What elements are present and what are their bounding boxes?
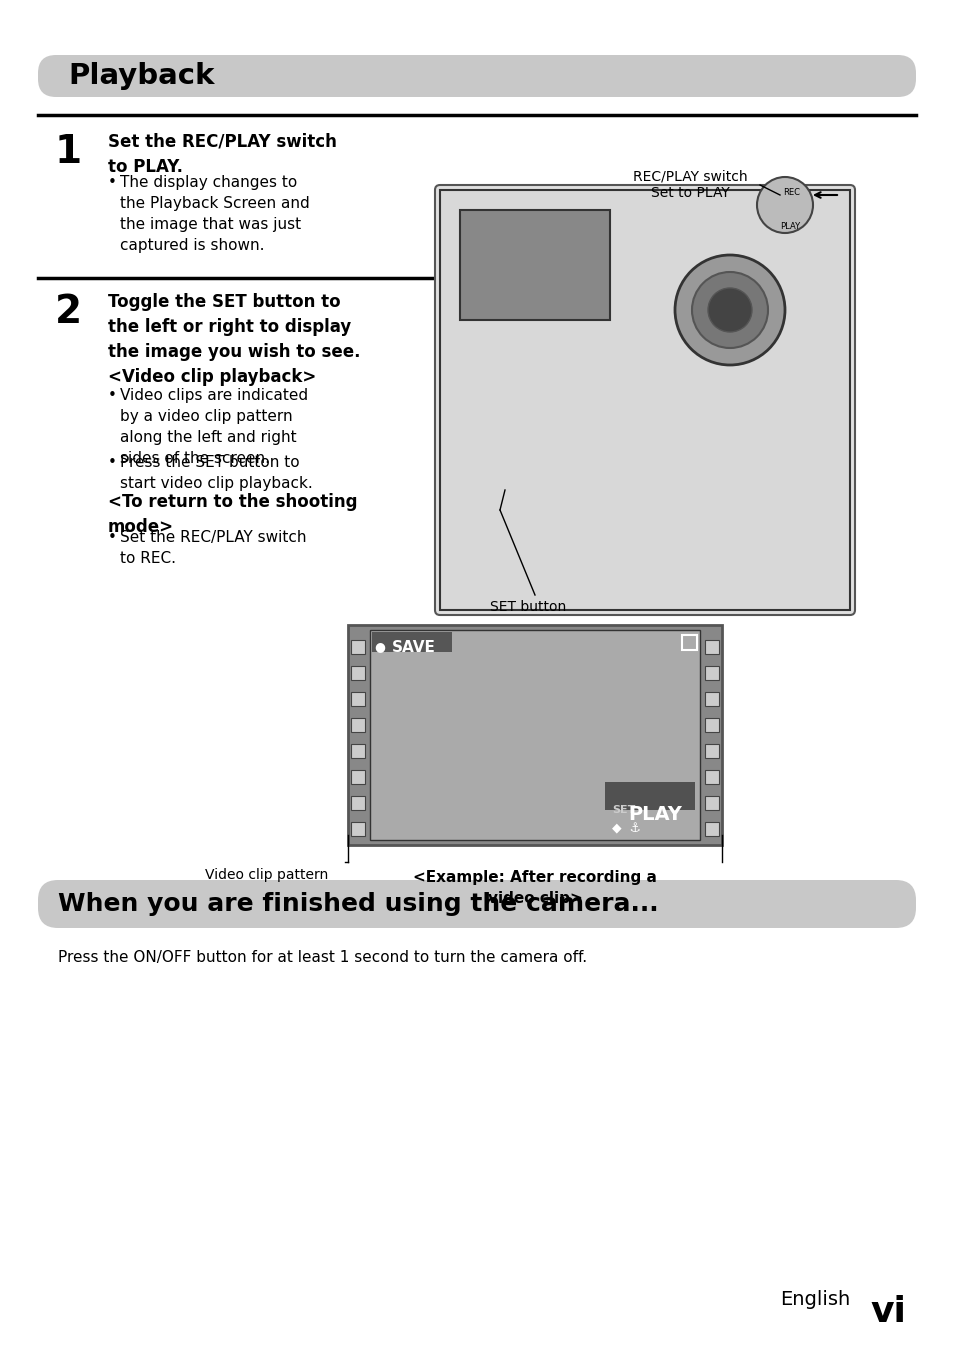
Text: SET button: SET button <box>490 600 566 615</box>
Text: Video clips are indicated
by a video clip pattern
along the left and right
sides: Video clips are indicated by a video cli… <box>120 387 308 465</box>
Bar <box>351 822 365 837</box>
Bar <box>348 625 721 845</box>
Bar <box>351 640 365 654</box>
Bar <box>704 718 719 732</box>
Text: Playback: Playback <box>68 62 214 90</box>
Text: SAVE: SAVE <box>392 640 436 655</box>
Text: When you are finished using the camera...: When you are finished using the camera..… <box>58 892 658 916</box>
Text: Press the ON/OFF button for at least 1 second to turn the camera off.: Press the ON/OFF button for at least 1 s… <box>58 950 586 964</box>
Text: SET: SET <box>612 806 635 815</box>
Bar <box>370 629 700 841</box>
Bar <box>704 796 719 810</box>
Text: Set the REC/PLAY switch
to REC.: Set the REC/PLAY switch to REC. <box>120 530 306 566</box>
Text: •: • <box>108 455 117 469</box>
Circle shape <box>707 288 751 332</box>
Text: Set the REC/PLAY switch
to PLAY.: Set the REC/PLAY switch to PLAY. <box>108 133 336 176</box>
Text: •: • <box>108 387 117 404</box>
Bar <box>372 632 452 652</box>
Circle shape <box>757 178 812 233</box>
FancyBboxPatch shape <box>435 186 854 615</box>
Text: PLAY: PLAY <box>780 222 800 231</box>
Text: Toggle the SET button to
the left or right to display
the image you wish to see.: Toggle the SET button to the left or rig… <box>108 293 360 386</box>
Bar <box>351 796 365 810</box>
Bar <box>604 781 695 810</box>
Circle shape <box>691 272 767 348</box>
Bar <box>704 822 719 837</box>
Text: vi: vi <box>869 1295 905 1329</box>
Bar <box>681 635 697 650</box>
Bar <box>704 744 719 759</box>
FancyBboxPatch shape <box>38 55 915 97</box>
Text: PLAY: PLAY <box>627 806 681 824</box>
Text: •: • <box>108 530 117 545</box>
Circle shape <box>675 256 784 364</box>
Bar <box>351 691 365 706</box>
Text: <Example: After recording a
video clip>: <Example: After recording a video clip> <box>413 870 657 907</box>
Text: ●: ● <box>374 640 384 654</box>
Text: 2: 2 <box>55 293 82 331</box>
Bar <box>704 640 719 654</box>
Text: Press the SET button to
start video clip playback.: Press the SET button to start video clip… <box>120 455 313 491</box>
Bar <box>351 769 365 784</box>
Text: Video clip pattern: Video clip pattern <box>205 868 328 882</box>
Text: The display changes to
the Playback Screen and
the image that was just
captured : The display changes to the Playback Scre… <box>120 175 310 253</box>
Bar <box>704 666 719 681</box>
Bar <box>351 718 365 732</box>
Text: REC/PLAY switch
Set to PLAY: REC/PLAY switch Set to PLAY <box>632 169 746 200</box>
Bar <box>704 691 719 706</box>
Bar <box>439 190 849 611</box>
Text: <To return to the shooting
mode>: <To return to the shooting mode> <box>108 494 357 537</box>
Bar <box>704 769 719 784</box>
Text: English: English <box>780 1290 849 1309</box>
Text: ◆  ⚓: ◆ ⚓ <box>612 822 640 835</box>
Bar <box>351 744 365 759</box>
Bar <box>459 210 609 320</box>
Text: •: • <box>108 175 117 190</box>
Text: REC: REC <box>782 188 800 196</box>
Bar <box>351 666 365 681</box>
FancyBboxPatch shape <box>38 880 915 928</box>
Text: 1: 1 <box>55 133 82 171</box>
